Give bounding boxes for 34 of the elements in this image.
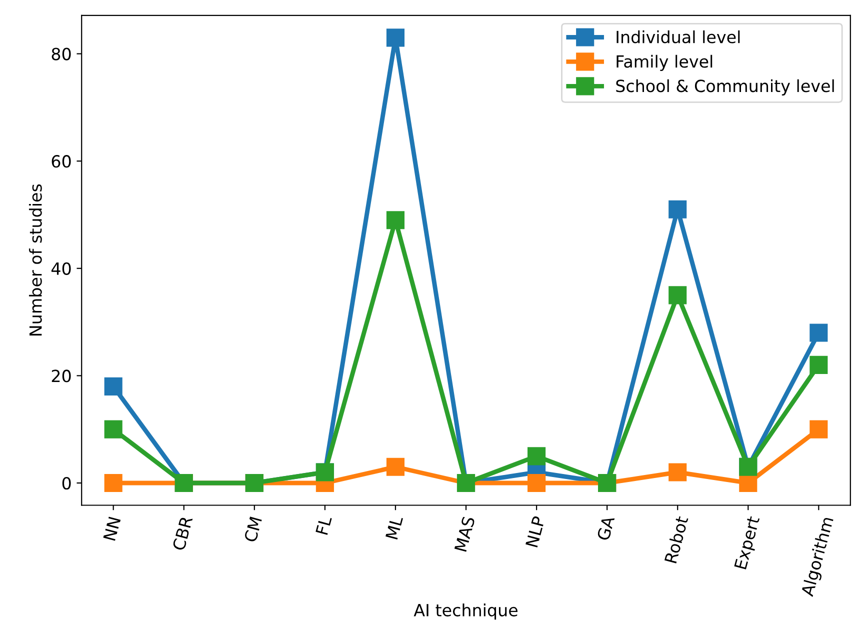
point	[386, 211, 405, 230]
y-tick-label: 40	[51, 262, 71, 275]
x-tick-label: GA	[596, 515, 615, 541]
x-tick-label: NN	[103, 516, 121, 541]
y-tick-label: 80	[52, 48, 71, 60]
point	[528, 474, 546, 492]
legend-label: Individual level	[616, 30, 740, 44]
y-tick-label: 20	[52, 370, 71, 382]
point	[104, 377, 122, 396]
point	[810, 356, 828, 374]
point	[810, 420, 828, 438]
x-tick-label: MAS	[454, 516, 476, 552]
x-tick-label: ML	[386, 515, 403, 540]
point	[528, 447, 546, 466]
x-tick-label: Robot	[664, 515, 688, 564]
x-tick-label: CBR	[172, 516, 193, 551]
point	[386, 458, 405, 476]
point	[668, 286, 687, 304]
x-tick-label: FL	[316, 515, 332, 535]
x-tick-label: CM	[244, 516, 262, 543]
legend-label: School & Community level	[616, 79, 834, 96]
x-axis-title: AI technique	[414, 604, 518, 620]
point	[104, 420, 122, 438]
point	[104, 474, 122, 492]
legend-label: Family level	[616, 54, 712, 71]
point	[386, 28, 405, 47]
y-tick-label: 0	[62, 476, 71, 490]
y-tick-label: 60	[52, 155, 71, 168]
x-tick-label: Expert	[734, 516, 763, 570]
point	[810, 324, 828, 342]
point	[668, 463, 687, 482]
y-axis-title: Number of studies	[28, 184, 42, 336]
point	[668, 200, 687, 218]
x-tick-label: NLP	[526, 516, 545, 548]
